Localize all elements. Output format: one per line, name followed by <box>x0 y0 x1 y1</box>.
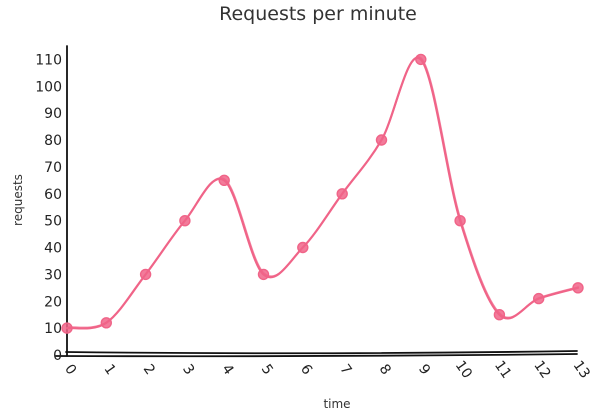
x-axis-title: time <box>323 397 350 411</box>
y-tick-label: 30 <box>44 267 62 283</box>
chart-title: Requests per minute <box>219 3 417 25</box>
y-tick-label: 10 <box>44 321 62 337</box>
y-tick-label: 60 <box>44 187 62 203</box>
x-tick-label: 1 <box>100 361 118 377</box>
x-tick-label: 13 <box>570 358 593 382</box>
data-point[interactable] <box>61 322 73 334</box>
x-axis-line-sketch <box>55 353 578 358</box>
y-tick-label: 0 <box>53 348 62 364</box>
data-point[interactable] <box>100 317 113 329</box>
x-tick-label: 12 <box>530 358 553 382</box>
data-point[interactable] <box>336 188 348 200</box>
series-line-sketch <box>67 56 579 328</box>
x-tick-label: 11 <box>491 358 514 382</box>
y-tick-label: 100 <box>35 79 62 95</box>
data-point[interactable] <box>218 174 230 187</box>
data-point[interactable] <box>375 134 388 146</box>
axes <box>55 45 578 358</box>
x-tick-label: 4 <box>218 361 236 378</box>
y-tick-label: 80 <box>44 133 62 149</box>
y-tick-label: 70 <box>44 160 62 176</box>
data-point[interactable] <box>297 241 309 254</box>
data-point[interactable] <box>415 53 427 66</box>
series-layer <box>65 56 580 330</box>
x-tick-label: 6 <box>297 361 315 378</box>
data-point[interactable] <box>572 282 584 294</box>
x-tick-label: 9 <box>415 361 433 377</box>
x-tick-label: 7 <box>336 361 354 377</box>
y-tick-label: 40 <box>44 241 62 257</box>
x-tick-label: 8 <box>376 361 394 377</box>
series-line <box>65 56 580 330</box>
x-tick-label: 10 <box>452 358 475 382</box>
data-point[interactable] <box>493 309 506 321</box>
data-point[interactable] <box>533 292 545 305</box>
y-axis-title: requests <box>11 174 25 226</box>
data-points <box>61 53 584 334</box>
x-axis-line <box>65 350 578 355</box>
y-tick-label: 90 <box>44 106 62 122</box>
x-tick-label: 0 <box>61 361 79 377</box>
data-point[interactable] <box>139 268 152 281</box>
data-point[interactable] <box>179 214 191 227</box>
y-tick-label: 50 <box>44 214 62 230</box>
x-tick-label: 2 <box>140 361 158 377</box>
y-tick-label: 110 <box>35 52 62 68</box>
y-tick-labels: 0 10 20 30 40 50 60 70 80 90 100 110 <box>35 52 62 364</box>
x-tick-labels: 0 1 2 3 4 5 6 7 8 9 10 11 12 13 <box>61 358 593 382</box>
x-tick-label: 5 <box>258 361 276 377</box>
y-tick-label: 20 <box>44 294 62 310</box>
x-tick-label: 3 <box>179 361 197 377</box>
data-point[interactable] <box>257 268 270 281</box>
data-point[interactable] <box>454 214 466 227</box>
